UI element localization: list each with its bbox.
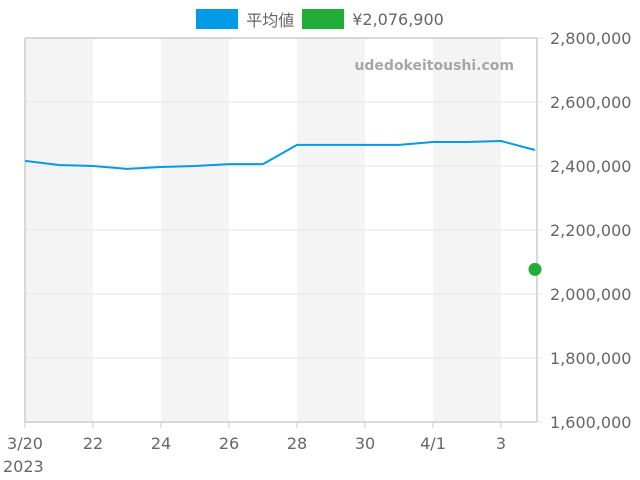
watermark: udedokeitoushi.com (354, 58, 514, 74)
legend-label-price: ¥2,076,900 (352, 9, 444, 29)
x-tick-label: 3/20 (7, 434, 43, 453)
series-layer (24, 140, 542, 276)
y-tick-label: 2,800,000 (550, 29, 631, 48)
price-point[interactable] (528, 262, 542, 276)
x-tick-label: 4/1 (420, 434, 446, 453)
y-tick-label: 2,200,000 (550, 221, 631, 240)
x-tick-label: 26 (219, 434, 239, 453)
axes (24, 37, 538, 428)
y-tick-label: 1,600,000 (550, 413, 631, 432)
y-tick-label: 2,600,000 (550, 93, 631, 112)
x-tick-label: 3 (496, 434, 506, 453)
x-tick-label: 28 (287, 434, 307, 453)
chart-legend: 平均値 ¥2,076,900 (0, 8, 640, 30)
y-tick-label: 2,000,000 (550, 285, 631, 304)
x-tick-label: 24 (151, 434, 171, 453)
x-year-label: 2023 (3, 457, 44, 476)
x-tick-label: 22 (83, 434, 103, 453)
y-tick-label: 1,800,000 (550, 349, 631, 368)
legend-swatch-average (196, 9, 239, 29)
x-tick-label: 30 (355, 434, 375, 453)
x-axis-labels: 3/20 2023 22 24 26 28 30 4/1 3 (3, 434, 506, 476)
legend-item-average[interactable]: 平均値 (196, 7, 294, 31)
legend-label-average: 平均値 (246, 11, 295, 30)
legend-swatch-price (302, 9, 345, 29)
legend-item-price[interactable]: ¥2,076,900 (302, 9, 444, 29)
average-line (24, 140, 536, 170)
y-axis-labels: 1,600,000 1,800,000 2,000,000 2,200,000 2,40… (550, 29, 631, 432)
y-tick-label: 2,400,000 (550, 157, 631, 176)
